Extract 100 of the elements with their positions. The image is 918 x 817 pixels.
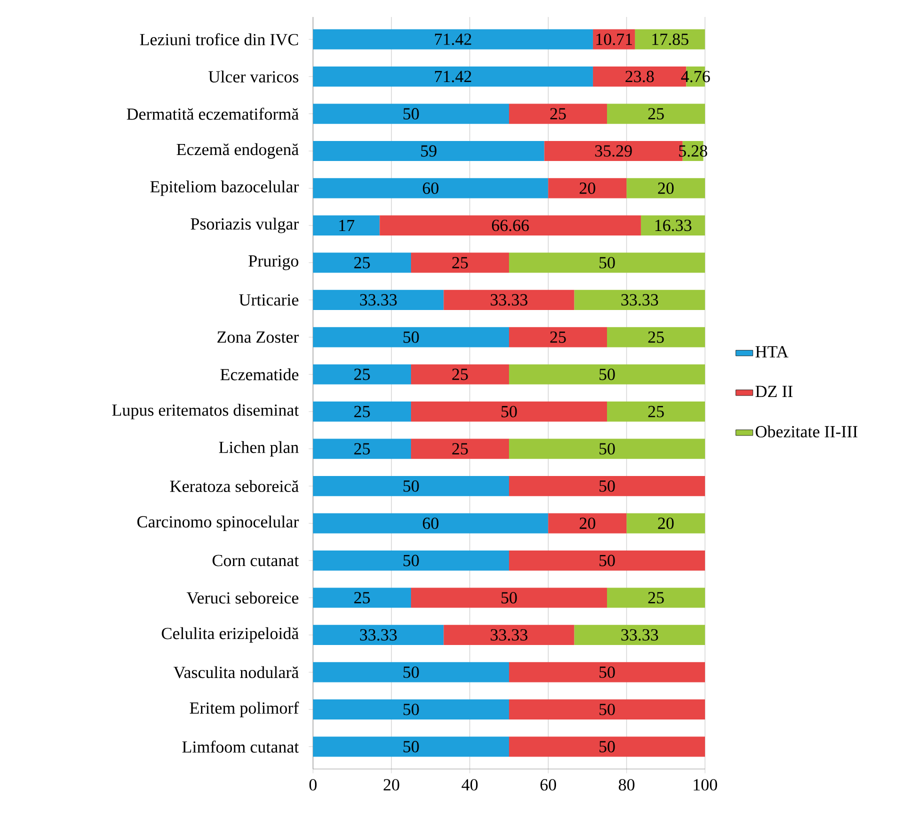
data-label: 25 bbox=[452, 443, 468, 455]
bar bbox=[411, 402, 608, 422]
data-label: 50 bbox=[502, 592, 517, 604]
data-label: 50 bbox=[404, 666, 419, 678]
data-label: 35.29 bbox=[595, 145, 632, 157]
bar bbox=[313, 662, 510, 682]
bar bbox=[607, 104, 706, 124]
data-label: 33.33 bbox=[490, 294, 528, 306]
data-label: 50 bbox=[502, 406, 517, 418]
bar bbox=[607, 402, 706, 422]
bar bbox=[626, 513, 706, 534]
data-label: 25 bbox=[648, 331, 664, 343]
data-label: 71.42 bbox=[435, 70, 472, 82]
bar bbox=[607, 327, 706, 348]
legend-label: HTA bbox=[756, 346, 788, 358]
bar bbox=[313, 476, 510, 496]
bar bbox=[509, 252, 706, 273]
x-tick-label: 80 bbox=[618, 779, 634, 791]
bar bbox=[313, 736, 510, 757]
bar bbox=[509, 699, 706, 720]
y-tick-label: Prurigo bbox=[248, 255, 298, 270]
data-label: 50 bbox=[404, 740, 419, 752]
legend-label: Obezitate II-III bbox=[756, 426, 858, 438]
bar bbox=[411, 364, 510, 384]
data-label: 50 bbox=[600, 554, 615, 566]
bar bbox=[509, 662, 706, 682]
data-label: 25 bbox=[354, 592, 370, 604]
bar bbox=[380, 215, 641, 236]
data-label: 59 bbox=[421, 145, 436, 157]
bar bbox=[548, 178, 627, 198]
bar bbox=[313, 624, 444, 646]
bar bbox=[313, 252, 412, 273]
bar bbox=[313, 550, 510, 571]
y-tick-label: Lichen plan bbox=[218, 441, 299, 457]
data-label: 50 bbox=[600, 704, 615, 716]
data-label: 71.42 bbox=[435, 34, 472, 46]
data-label: 50 bbox=[404, 331, 419, 343]
data-label: 17 bbox=[339, 220, 354, 232]
data-label: 25 bbox=[648, 592, 664, 604]
bar bbox=[509, 438, 706, 459]
bar bbox=[313, 327, 510, 348]
x-tick-label: 60 bbox=[540, 779, 556, 791]
data-label: 33.33 bbox=[360, 294, 397, 306]
y-tick-label: Ulcer varicos bbox=[208, 70, 298, 83]
bar bbox=[509, 327, 608, 348]
data-label: 25 bbox=[452, 256, 468, 268]
bar bbox=[313, 29, 593, 50]
data-label: 33.33 bbox=[621, 629, 658, 641]
bar bbox=[313, 66, 593, 87]
y-tick-label: Dermatită eczematiformă bbox=[126, 108, 299, 120]
bar bbox=[444, 290, 574, 310]
data-label: 16.33 bbox=[655, 220, 692, 232]
data-label: 50 bbox=[404, 480, 419, 492]
bar bbox=[313, 215, 380, 236]
data-label: 25 bbox=[354, 443, 370, 455]
data-label: 50 bbox=[600, 443, 615, 455]
data-label: 10.71 bbox=[596, 34, 632, 46]
bar bbox=[574, 290, 705, 310]
bar bbox=[640, 215, 705, 236]
data-label: 50 bbox=[600, 368, 615, 380]
bar bbox=[509, 104, 608, 124]
data-label: 25 bbox=[648, 108, 664, 120]
data-label: 60 bbox=[422, 518, 438, 529]
data-label: 25 bbox=[550, 331, 566, 343]
y-tick-label: Celulita erizipeloidă bbox=[162, 627, 299, 643]
bar bbox=[509, 476, 706, 496]
bar bbox=[509, 550, 706, 571]
bar bbox=[444, 624, 574, 646]
data-label: 50 bbox=[404, 554, 419, 566]
legend-label: DZ II bbox=[756, 386, 793, 398]
data-label: 50 bbox=[600, 256, 615, 268]
data-label: 33.33 bbox=[360, 629, 397, 641]
bar bbox=[313, 402, 412, 422]
data-label: 50 bbox=[600, 480, 615, 492]
bar bbox=[626, 178, 706, 198]
y-tick-label: Eczemă endogenă bbox=[176, 143, 299, 159]
y-tick-label: Lupus eritematos diseminat bbox=[112, 404, 299, 420]
y-tick-label: Vasculita nodulară bbox=[174, 666, 299, 678]
data-label: 33.33 bbox=[490, 629, 528, 641]
y-tick-label: Eritem polimorf bbox=[190, 702, 299, 718]
data-label: 60 bbox=[422, 182, 438, 194]
bar bbox=[313, 178, 548, 198]
data-label: 66.66 bbox=[492, 220, 529, 232]
y-tick-label: Corn cutanat bbox=[212, 554, 299, 566]
data-label: 25 bbox=[648, 406, 664, 418]
data-label: 20 bbox=[580, 182, 596, 194]
bar bbox=[313, 140, 544, 162]
y-tick-label: Zona Zoster bbox=[217, 332, 299, 343]
bar bbox=[607, 588, 706, 608]
bar bbox=[313, 364, 412, 384]
bar bbox=[313, 513, 548, 534]
x-tick-label: 0 bbox=[309, 779, 317, 791]
x-tick-label: 20 bbox=[384, 779, 400, 791]
y-tick-label: Veruci seboreice bbox=[186, 592, 298, 604]
data-label: 25 bbox=[550, 108, 566, 120]
bar bbox=[634, 29, 705, 50]
bar bbox=[313, 699, 510, 720]
bar bbox=[411, 252, 510, 273]
y-tick-label: Epiteliom bazocelular bbox=[150, 180, 299, 196]
bar bbox=[313, 438, 412, 459]
